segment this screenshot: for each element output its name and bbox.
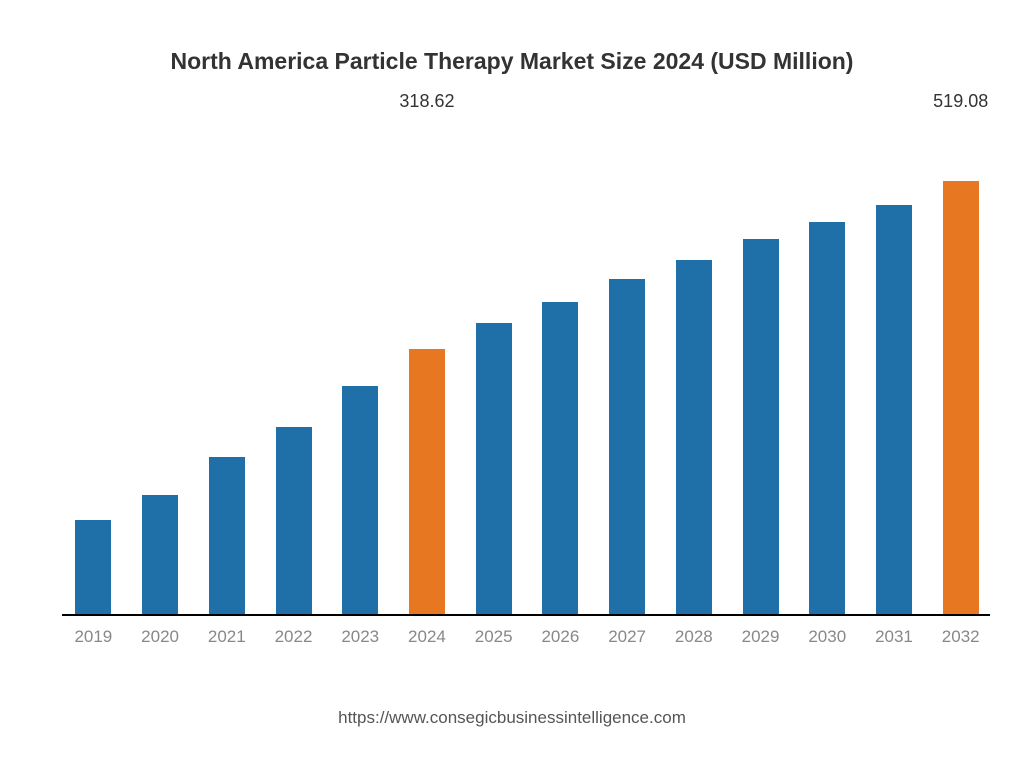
bar-slot: [327, 130, 394, 616]
x-axis-label: 2021: [193, 627, 260, 647]
x-axis-label: 2029: [727, 627, 794, 647]
bar-slot: 318.62: [394, 130, 461, 616]
bar-slot: [527, 130, 594, 616]
x-axis-label: 2032: [927, 627, 994, 647]
x-axis-label: 2030: [794, 627, 861, 647]
chart-area: 318.62519.08 201920202021202220232024202…: [60, 130, 994, 658]
x-axis-label: 2024: [394, 627, 461, 647]
x-axis-label: 2027: [594, 627, 661, 647]
bar-slot: [861, 130, 928, 616]
bar: [809, 222, 845, 616]
bar-slot: [660, 130, 727, 616]
bar: [209, 457, 245, 616]
bar-slot: [260, 130, 327, 616]
bar: [676, 260, 712, 616]
bar: [342, 386, 378, 616]
bar-slot: [594, 130, 661, 616]
x-axis-label: 2023: [327, 627, 394, 647]
bar-value-label: 519.08: [933, 91, 988, 112]
bar: [609, 279, 645, 616]
bar-slot: [60, 130, 127, 616]
bars-group: 318.62 519.08: [60, 130, 994, 616]
bar: [142, 495, 178, 617]
bar: [743, 239, 779, 616]
x-axis-labels: 2019202020212022202320242025202620272028…: [60, 616, 994, 658]
bar-value-label: 318.62: [399, 91, 454, 112]
x-axis-label: 2031: [861, 627, 928, 647]
source-url: https://www.consegicbusinessintelligence…: [0, 708, 1024, 728]
bar: [943, 181, 979, 616]
bar-slot: [127, 130, 194, 616]
x-axis-label: 2020: [127, 627, 194, 647]
chart-title: North America Particle Therapy Market Si…: [0, 48, 1024, 75]
bar: [876, 205, 912, 616]
bar: [542, 302, 578, 616]
bar-slot: [460, 130, 527, 616]
x-axis-label: 2028: [660, 627, 727, 647]
bar-slot: 519.08: [927, 130, 994, 616]
chart-container: North America Particle Therapy Market Si…: [0, 0, 1024, 768]
bar-slot: [193, 130, 260, 616]
x-axis-label: 2022: [260, 627, 327, 647]
bar: [409, 349, 445, 616]
bar: [276, 427, 312, 616]
bar: [75, 520, 111, 616]
x-axis-label: 2025: [460, 627, 527, 647]
bar-slot: [727, 130, 794, 616]
bar: [476, 323, 512, 616]
x-axis-label: 2019: [60, 627, 127, 647]
bar-slot: [794, 130, 861, 616]
x-axis-label: 2026: [527, 627, 594, 647]
